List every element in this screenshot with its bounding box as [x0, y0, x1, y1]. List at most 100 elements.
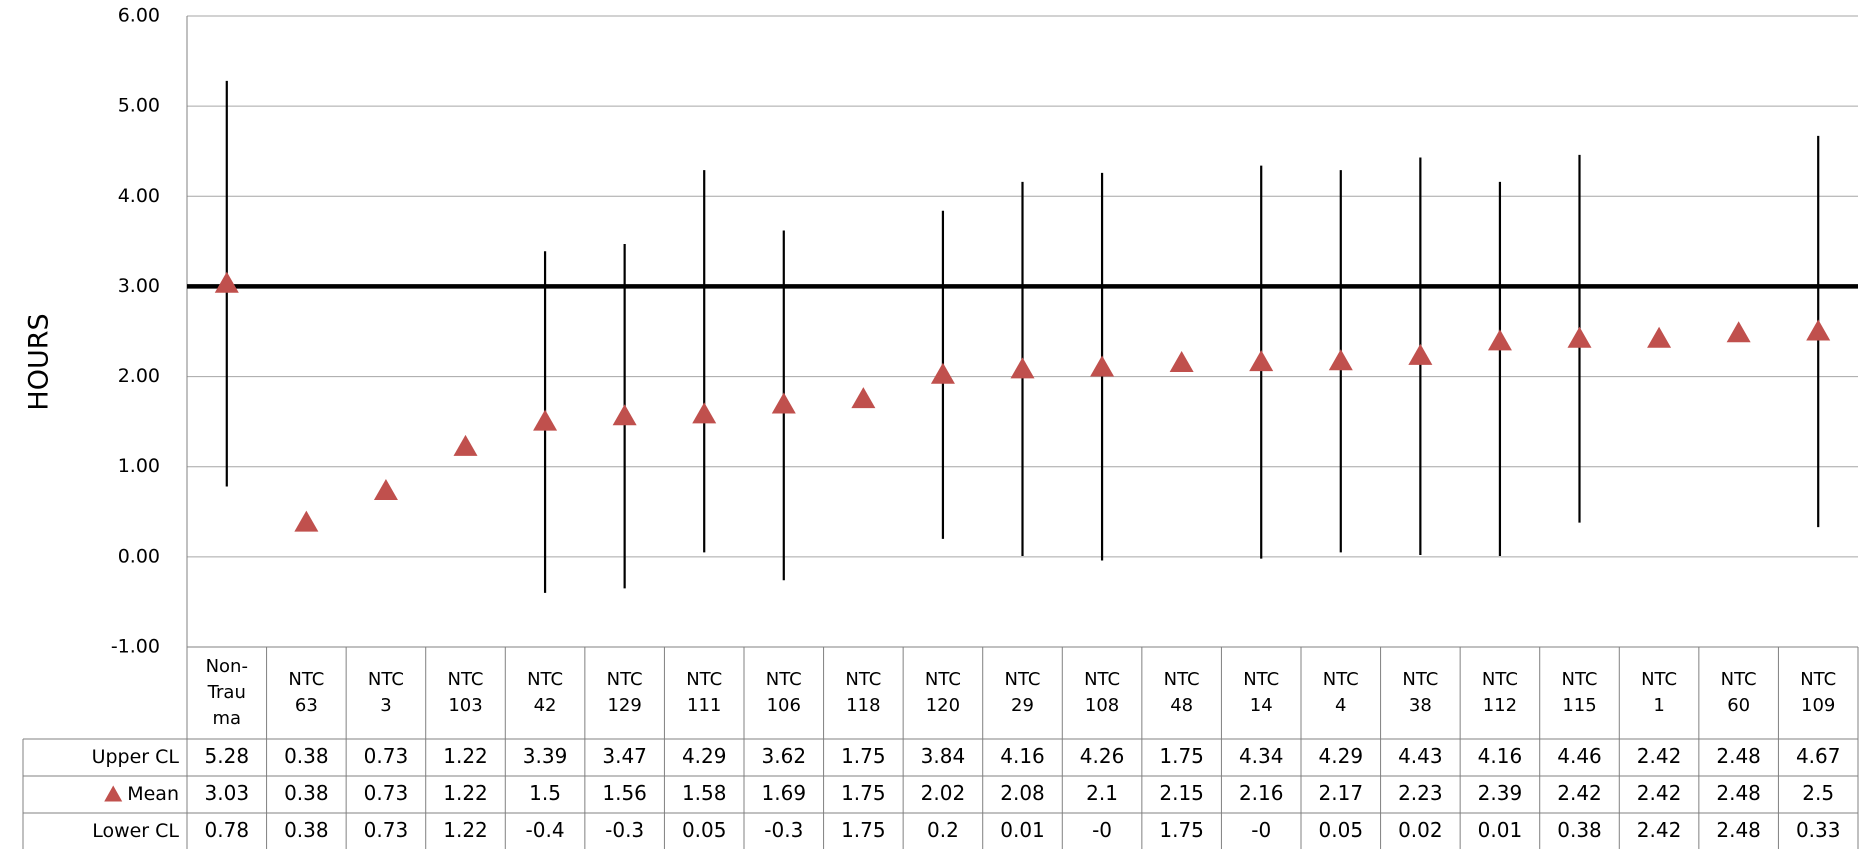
- table-cell: 3.47: [602, 744, 647, 768]
- category-label: 3: [380, 695, 391, 716]
- table-cell: 0.01: [1000, 818, 1045, 842]
- table-cell: 2.48: [1716, 781, 1761, 805]
- table-cell: 1.75: [841, 744, 886, 768]
- table-cell: 0.73: [364, 781, 409, 805]
- category-label: NTC: [1641, 669, 1677, 690]
- category-label: NTC: [1800, 669, 1836, 690]
- category-label: 4: [1335, 695, 1346, 716]
- category-label: 48: [1170, 695, 1193, 716]
- table-cell: 1.75: [841, 781, 886, 805]
- table-cell: 2.42: [1637, 818, 1682, 842]
- table-cell: 2.5: [1802, 781, 1834, 805]
- table-cell: 4.26: [1080, 744, 1125, 768]
- category-label: 63: [295, 695, 318, 716]
- category-label: NTC: [1005, 669, 1041, 690]
- table-cell: 0.38: [284, 781, 329, 805]
- y-tick-label: 3.00: [118, 275, 160, 297]
- y-tick-label: 5.00: [118, 95, 160, 117]
- y-tick-label: 0.00: [118, 545, 160, 567]
- category-label: 60: [1727, 695, 1750, 716]
- y-tick-label: -1.00: [111, 636, 160, 658]
- table-cell: 2.08: [1000, 781, 1045, 805]
- table-cell: 3.03: [205, 781, 250, 805]
- table-cell: 2.42: [1637, 744, 1682, 768]
- table-row-label: Mean: [127, 783, 179, 805]
- category-label: 42: [534, 695, 557, 716]
- table-cell: 5.28: [205, 744, 250, 768]
- category-label: NTC: [1721, 669, 1757, 690]
- category-label: 106: [767, 695, 801, 716]
- table-cell: 4.43: [1398, 744, 1443, 768]
- table-cell: 4.29: [1319, 744, 1364, 768]
- table-cell: 0.2: [927, 818, 959, 842]
- mean-marker: [1090, 355, 1115, 377]
- table-cell: 2.42: [1557, 781, 1602, 805]
- category-label: ma: [212, 708, 241, 729]
- table-cell: 1.56: [602, 781, 647, 805]
- table-cell: 2.1: [1086, 781, 1118, 805]
- table-cell: 2.39: [1478, 781, 1523, 805]
- table-cell: 0.73: [364, 744, 409, 768]
- table-cell: 1.58: [682, 781, 727, 805]
- mean-marker: [612, 404, 637, 426]
- table-cell: 2.42: [1637, 781, 1682, 805]
- category-label: NTC: [448, 669, 484, 690]
- y-tick-label: 2.00: [118, 365, 160, 387]
- table-cell: 0.05: [1319, 818, 1364, 842]
- category-label: NTC: [1562, 669, 1598, 690]
- table-cell: 0.73: [364, 818, 409, 842]
- category-label: 115: [1562, 695, 1596, 716]
- table-cell: 0.38: [284, 744, 329, 768]
- table-cell: 2.15: [1159, 781, 1204, 805]
- category-label: 108: [1085, 695, 1119, 716]
- category-label: 109: [1801, 695, 1835, 716]
- table-cell: 4.46: [1557, 744, 1602, 768]
- table-cell: 1.22: [443, 744, 488, 768]
- category-label: 129: [607, 695, 641, 716]
- y-tick-label: 1.00: [118, 455, 160, 477]
- mean-marker: [214, 271, 239, 293]
- table-cell: 0.05: [682, 818, 727, 842]
- table-cell: -0.4: [526, 818, 565, 842]
- mean-marker: [1169, 351, 1194, 373]
- table-row-label: Lower CL: [92, 820, 179, 842]
- mean-markers: [214, 271, 1831, 532]
- table-cell: 3.84: [921, 744, 966, 768]
- mean-marker: [294, 510, 319, 532]
- mean-marker: [692, 402, 717, 424]
- mean-marker: [1567, 326, 1592, 348]
- category-label: Non-: [206, 656, 248, 677]
- table-cell: 4.29: [682, 744, 727, 768]
- table-cell: 4.67: [1796, 744, 1841, 768]
- mean-marker: [1328, 349, 1353, 371]
- table-cell: 3.62: [762, 744, 807, 768]
- mean-marker: [453, 434, 478, 456]
- mean-marker: [771, 392, 796, 414]
- table-cell: 0.38: [1557, 818, 1602, 842]
- category-label: NTC: [845, 669, 881, 690]
- category-label: NTC: [925, 669, 961, 690]
- category-label: 112: [1483, 695, 1517, 716]
- y-tick-label: 4.00: [118, 185, 160, 207]
- table-cell: 0.02: [1398, 818, 1443, 842]
- y-tick-labels: -1.00 0.00 1.00 2.00 3.00 4.00 5.00 6.00: [111, 5, 160, 658]
- data-table: Non-TraumaNTC63NTC3NTC103NTC42NTC129NTC1…: [22, 646, 1859, 849]
- mean-marker: [1010, 357, 1035, 379]
- table-cell: 4.16: [1478, 744, 1523, 768]
- table-cell: 3.39: [523, 744, 568, 768]
- table-cell: 2.17: [1319, 781, 1364, 805]
- table-cell: 1.22: [443, 781, 488, 805]
- category-label: 14: [1250, 695, 1273, 716]
- category-label: NTC: [1482, 669, 1518, 690]
- table-cell: 1.22: [443, 818, 488, 842]
- mean-marker: [373, 479, 398, 501]
- table-cell: 4.16: [1000, 744, 1045, 768]
- category-label: NTC: [288, 669, 324, 690]
- category-label: 120: [926, 695, 960, 716]
- category-label: Trau: [207, 682, 246, 703]
- table-cell: 0.01: [1478, 818, 1523, 842]
- table-cell: 0.78: [205, 818, 250, 842]
- table-cell: 1.69: [762, 781, 807, 805]
- table-cell: 4.34: [1239, 744, 1284, 768]
- table-cell: 0.38: [284, 818, 329, 842]
